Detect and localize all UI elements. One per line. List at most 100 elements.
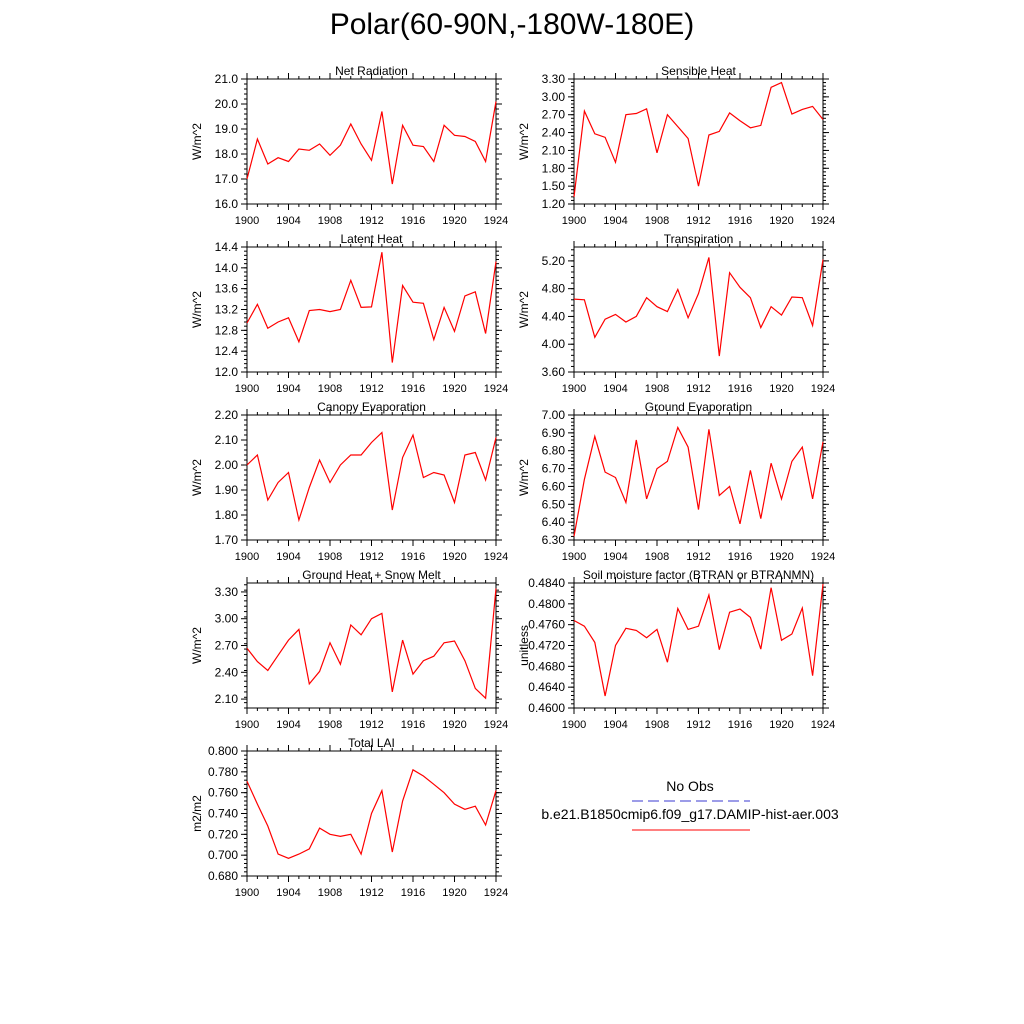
x-tick-label: 1904 xyxy=(276,383,300,395)
y-tick-label: 0.4680 xyxy=(528,659,565,673)
y-tick-label: 6.60 xyxy=(542,479,566,493)
panel-title: Latent Heat xyxy=(340,232,403,246)
x-tick-label: 1916 xyxy=(401,215,425,227)
y-tick-label: 3.30 xyxy=(215,585,239,599)
y-tick-label: 1.70 xyxy=(215,533,239,547)
y-tick-label: 2.10 xyxy=(215,692,239,706)
panel-2: Sensible Heat W/m^2 1900 1904 1908 1912 1916 19… xyxy=(517,64,835,227)
x-tick-label: 1920 xyxy=(442,383,466,395)
x-tick-label: 1904 xyxy=(603,719,627,731)
y-tick-label: 3.60 xyxy=(542,365,566,379)
x-tick-label: 1912 xyxy=(359,719,383,731)
x-tick-label: 1920 xyxy=(442,551,466,563)
y-tick-label: 14.4 xyxy=(215,240,239,254)
x-tick-label: 1912 xyxy=(686,551,710,563)
x-tick-label: 1924 xyxy=(811,551,835,563)
panel-title: Total LAI xyxy=(348,736,395,750)
y-tick-label: 2.10 xyxy=(542,143,566,157)
plot-frame xyxy=(573,414,824,541)
y-tick-label: 2.40 xyxy=(215,665,239,679)
panel-title: Transpiration xyxy=(664,232,734,246)
y-tick-label: 0.740 xyxy=(208,807,238,821)
x-tick-label: 1916 xyxy=(728,551,752,563)
series-line xyxy=(573,425,824,537)
x-tick-label: 1900 xyxy=(235,383,259,395)
panel-4: Transpiration W/m^2 1900 1904 1908 1912 1916 19… xyxy=(517,232,835,395)
panel-title: Net Radiation xyxy=(335,64,408,78)
x-tick-label: 1908 xyxy=(318,551,342,563)
panel-5: Canopy Evaporation W/m^2 1900 1904 1908 1912 1… xyxy=(190,400,508,563)
y-tick-label: 3.00 xyxy=(542,90,566,104)
x-tick-label: 1904 xyxy=(276,551,300,563)
y-tick-label: 16.0 xyxy=(215,197,239,211)
x-tick-label: 1924 xyxy=(484,719,508,731)
panel-8: Soil moisture factor (BTRAN or BTRANMN) u… xyxy=(517,568,835,731)
y-axis-label: W/m^2 xyxy=(190,123,204,160)
y-tick-label: 0.780 xyxy=(208,765,238,779)
x-tick-label: 1920 xyxy=(769,383,793,395)
x-tick-label: 1904 xyxy=(603,215,627,227)
x-tick-label: 1916 xyxy=(401,383,425,395)
series-line xyxy=(573,257,824,357)
y-tick-label: 7.00 xyxy=(542,408,566,422)
y-tick-label: 12.8 xyxy=(215,323,239,337)
x-tick-label: 1912 xyxy=(359,383,383,395)
x-tick-label: 1912 xyxy=(686,383,710,395)
y-tick-label: 0.760 xyxy=(208,786,238,800)
x-tick-label: 1916 xyxy=(728,215,752,227)
x-tick-label: 1900 xyxy=(235,551,259,563)
x-tick-label: 1900 xyxy=(235,215,259,227)
series-line xyxy=(573,583,824,697)
x-tick-label: 1904 xyxy=(276,215,300,227)
x-tick-label: 1924 xyxy=(811,383,835,395)
plot-frame xyxy=(246,414,497,541)
y-tick-label: 18.0 xyxy=(215,147,239,161)
x-tick-label: 1920 xyxy=(769,719,793,731)
x-tick-label: 1908 xyxy=(318,719,342,731)
series-line xyxy=(246,768,497,859)
y-axis-label: W/m^2 xyxy=(517,291,531,328)
y-tick-label: 4.00 xyxy=(542,337,566,351)
x-tick-label: 1924 xyxy=(811,215,835,227)
y-tick-label: 21.0 xyxy=(215,72,239,86)
panel-title: Soil moisture factor (BTRAN or BTRANMN) xyxy=(583,568,814,582)
y-tick-label: 0.720 xyxy=(208,827,238,841)
panel-3: Latent Heat W/m^2 1900 1904 1908 1912 1916 1920… xyxy=(190,232,508,395)
y-tick-label: 0.4800 xyxy=(528,597,565,611)
series-line xyxy=(246,431,497,523)
y-tick-label: 6.90 xyxy=(542,426,566,440)
y-tick-label: 3.30 xyxy=(542,72,566,86)
y-tick-label: 0.4640 xyxy=(528,680,565,694)
y-tick-label: 0.680 xyxy=(208,869,238,883)
y-tick-label: 13.2 xyxy=(215,303,239,317)
y-tick-label: 2.00 xyxy=(215,458,239,472)
y-axis-label: W/m^2 xyxy=(190,291,204,328)
x-tick-label: 1904 xyxy=(603,383,627,395)
x-tick-label: 1904 xyxy=(276,719,300,731)
panel-title: Sensible Heat xyxy=(661,64,736,78)
x-tick-label: 1912 xyxy=(359,215,383,227)
series-line xyxy=(573,81,824,197)
x-tick-label: 1916 xyxy=(728,719,752,731)
x-tick-label: 1908 xyxy=(318,887,342,899)
x-tick-label: 1900 xyxy=(562,215,586,227)
y-tick-label: 2.10 xyxy=(215,433,239,447)
x-tick-label: 1916 xyxy=(401,887,425,899)
y-tick-label: 0.4720 xyxy=(528,639,565,653)
panel-1: Net Radiation W/m^2 1900 1904 1908 1912 1916 19… xyxy=(190,64,508,227)
series-line xyxy=(246,588,497,700)
x-tick-label: 1912 xyxy=(359,887,383,899)
y-tick-label: 20.0 xyxy=(215,97,239,111)
x-tick-label: 1900 xyxy=(235,719,259,731)
y-tick-label: 1.80 xyxy=(215,508,239,522)
x-tick-label: 1924 xyxy=(811,719,835,731)
y-tick-label: 2.70 xyxy=(542,108,566,122)
x-tick-label: 1916 xyxy=(401,719,425,731)
y-tick-label: 2.20 xyxy=(215,408,239,422)
y-tick-label: 5.20 xyxy=(542,254,566,268)
y-tick-label: 12.0 xyxy=(215,365,239,379)
panel-title: Canopy Evaporation xyxy=(317,400,426,414)
y-tick-label: 1.50 xyxy=(542,179,566,193)
